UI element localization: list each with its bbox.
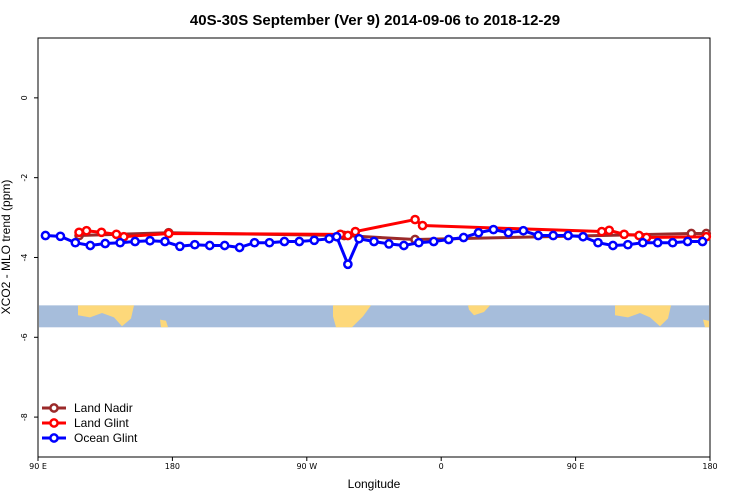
ocean-band [39, 305, 709, 328]
data-point-land-glint [163, 228, 174, 239]
x-tick-label: 90 W [296, 462, 317, 471]
data-point-ocean-glint [130, 236, 140, 247]
data-point-land-glint [81, 225, 92, 236]
x-tick-label: 0 [439, 462, 444, 471]
data-point-ocean-glint [652, 237, 663, 248]
x-tick-label: 180 [165, 462, 180, 471]
data-point-ocean-glint [384, 239, 394, 249]
y-tick-label: -8 [20, 413, 29, 421]
data-point-ocean-glint [608, 240, 618, 251]
data-point-ocean-glint [70, 237, 81, 248]
series-layer [40, 214, 712, 270]
data-point-ocean-glint [40, 230, 51, 241]
data-point-ocean-glint [264, 237, 275, 248]
data-point-ocean-glint [413, 237, 424, 248]
data-point-ocean-glint [518, 225, 529, 236]
land-south-america [333, 305, 371, 328]
series-ocean-glint [40, 224, 708, 270]
data-point-ocean-glint [563, 230, 573, 241]
chart-title: 40S-30S September (Ver 9) 2014-09-06 to … [190, 12, 560, 29]
land-africa [468, 305, 490, 316]
data-point-ocean-glint [637, 237, 648, 248]
data-point-ocean-glint [428, 236, 439, 247]
data-point-ocean-glint [234, 242, 245, 253]
x-tick-label: 180 [702, 462, 717, 471]
land-australia-left [78, 305, 134, 327]
data-point-ocean-glint [279, 236, 290, 247]
data-point-land-glint [604, 225, 615, 236]
legend-item-land-nadir: Land Nadir [42, 401, 133, 415]
legend-label: Ocean Glint [74, 431, 138, 445]
legend-item-ocean-glint: Ocean Glint [42, 431, 138, 445]
x-axis: 90 E 180 90 W 0 90 E 180 [29, 457, 718, 471]
data-point-land-glint [350, 226, 361, 237]
y-tick-label: -2 [20, 174, 29, 182]
data-point-ocean-glint [343, 259, 353, 270]
y-tick-label: -4 [20, 253, 29, 261]
data-point-ocean-glint [443, 234, 454, 245]
x-tick-label: 90 E [567, 462, 585, 471]
legend-swatch-marker [49, 403, 59, 413]
data-point-ocean-glint [533, 230, 544, 241]
plot-frame [37, 37, 711, 458]
data-point-ocean-glint [623, 239, 633, 250]
data-point-ocean-glint [55, 231, 66, 242]
data-point-land-glint [96, 227, 107, 238]
data-point-ocean-glint [593, 237, 603, 248]
data-point-ocean-glint [309, 235, 320, 246]
data-point-ocean-glint [458, 232, 469, 243]
land-tasmania-left [160, 319, 168, 328]
data-point-ocean-glint [578, 231, 588, 242]
data-point-ocean-glint [354, 233, 364, 244]
data-point-ocean-glint [145, 235, 155, 246]
data-point-land-glint [410, 214, 420, 225]
data-point-ocean-glint [85, 240, 96, 251]
data-point-ocean-glint [473, 227, 484, 238]
y-axis-label: XCO2 - MLO trend (ppm) [0, 180, 13, 315]
data-point-ocean-glint [189, 239, 200, 250]
legend-item-land-glint: Land Glint [42, 416, 129, 430]
y-tick-label: 0 [20, 95, 29, 100]
y-tick-label: -6 [20, 333, 29, 341]
data-point-ocean-glint [697, 236, 708, 247]
data-point-ocean-glint [503, 227, 514, 238]
data-point-ocean-glint [324, 233, 335, 244]
data-point-ocean-glint [204, 240, 215, 251]
data-point-ocean-glint [667, 237, 678, 248]
legend-label: Land Nadir [74, 401, 133, 415]
land-new-zealand [703, 319, 709, 328]
x-axis-label: Longitude [348, 477, 401, 491]
data-point-ocean-glint [160, 236, 170, 247]
data-point-ocean-glint [115, 237, 125, 248]
data-point-ocean-glint [249, 237, 260, 248]
data-point-ocean-glint [682, 236, 693, 247]
series-line-ocean-glint [45, 228, 703, 266]
data-point-land-glint [111, 229, 122, 240]
land-australia-right [615, 305, 671, 327]
legend-swatch-marker [49, 433, 59, 443]
data-point-ocean-glint [488, 224, 499, 235]
data-point-land-glint [417, 220, 428, 231]
data-point-ocean-glint [219, 240, 230, 251]
data-point-ocean-glint [548, 230, 559, 241]
data-point-ocean-glint [100, 238, 111, 249]
data-point-land-glint [343, 230, 353, 241]
data-point-land-glint [74, 227, 84, 238]
data-point-ocean-glint [399, 240, 409, 251]
x-tick-label: 90 E [29, 462, 47, 471]
data-point-ocean-glint [331, 231, 342, 242]
data-point-land-glint [619, 229, 629, 240]
legend-label: Land Glint [74, 416, 129, 430]
data-point-ocean-glint [175, 241, 185, 252]
data-point-ocean-glint [369, 236, 379, 247]
data-point-ocean-glint [294, 236, 305, 247]
world-map-band [39, 305, 709, 328]
data-point-land-glint [596, 226, 607, 237]
legend-swatch-marker [49, 418, 59, 428]
y-axis: 0 -2 -4 -6 -8 [20, 95, 38, 421]
